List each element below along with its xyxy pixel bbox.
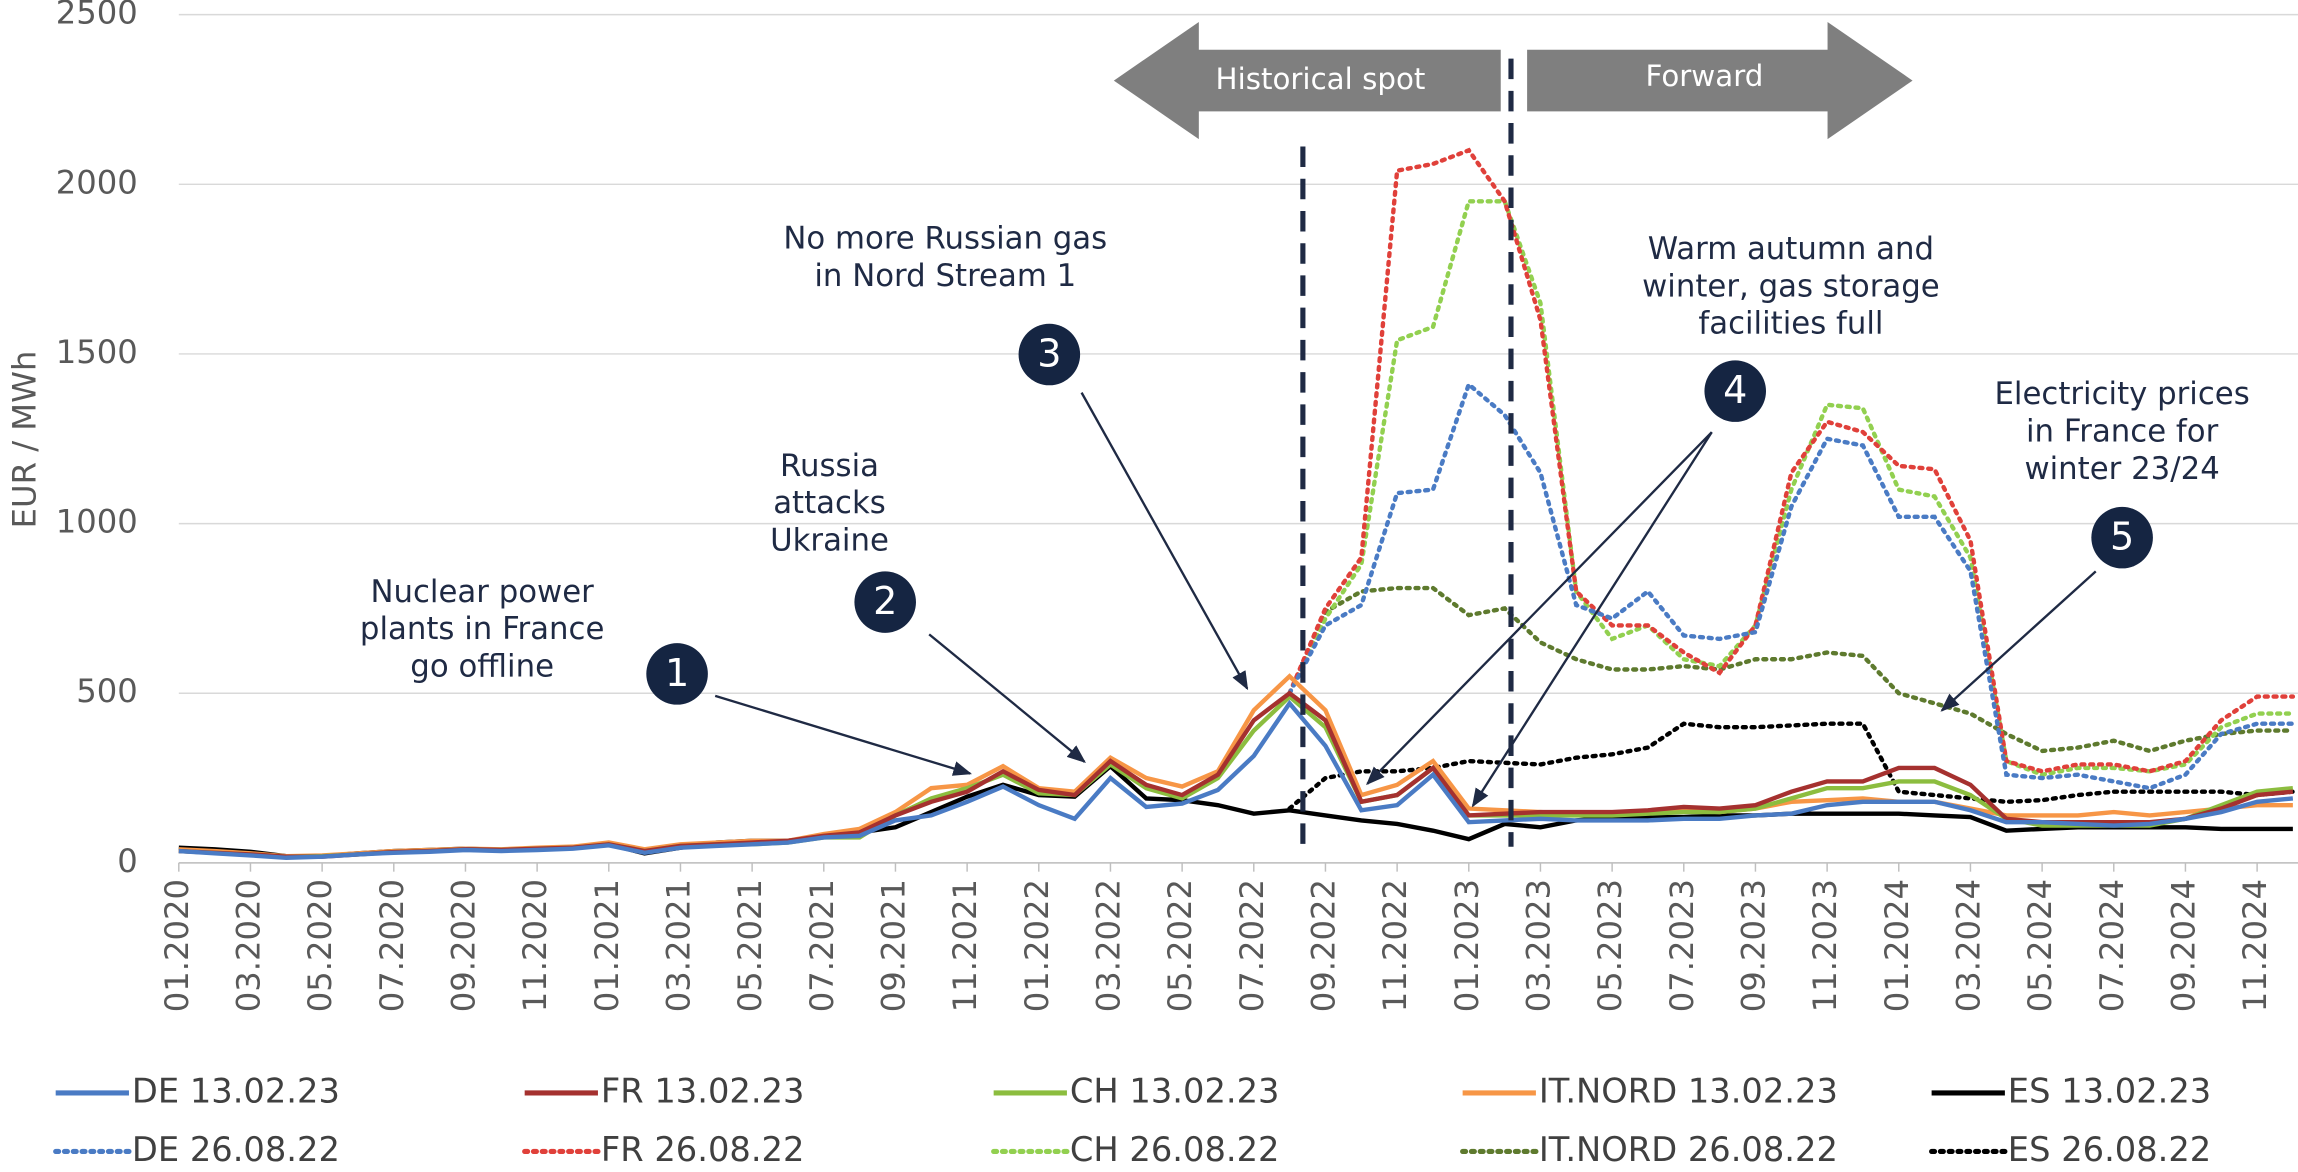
annotation-arrow [1940, 570, 2097, 712]
period-label: Historical spot [1216, 62, 1426, 96]
y-tick-label: 1000 [56, 503, 138, 541]
x-tick-label: 03.2020 [229, 879, 267, 1012]
legend-label: ES 13.02.23 [2008, 1071, 2211, 1110]
annotation-arrow [714, 694, 972, 776]
annotation-text: in France for [2026, 413, 2219, 449]
series-line [178, 699, 2294, 860]
x-tick-label: 05.2023 [1591, 879, 1629, 1012]
x-tick-label: 11.2021 [946, 879, 984, 1012]
y-tick-label: 2500 [56, 0, 138, 32]
period-label: Forward [1646, 59, 1764, 93]
x-tick-label: 07.2021 [803, 879, 841, 1012]
x-tick-label: 09.2024 [2164, 879, 2202, 1012]
series-line [1287, 585, 2296, 754]
x-tick-label: 01.2023 [1448, 879, 1486, 1012]
x-tick-label: 03.2023 [1519, 879, 1557, 1012]
x-tick-label: 11.2020 [516, 879, 554, 1012]
x-tick-label: 09.2023 [1734, 879, 1772, 1012]
annotation-badge [1704, 360, 1767, 422]
x-tick-label: 11.2022 [1376, 879, 1414, 1012]
annotation-text: plants in France [360, 611, 604, 647]
x-tick-label: 09.2020 [444, 879, 482, 1012]
annotation-arrow [1471, 431, 1713, 808]
annotation-text: Electricity prices [1995, 376, 2250, 412]
y-axis-label: EUR / MWh [5, 351, 43, 529]
legend-label: FR 13.02.23 [601, 1071, 805, 1110]
y-tick-label: 0 [117, 842, 138, 880]
x-tick-label: 11.2024 [2236, 879, 2274, 1012]
annotation-number: 2 [873, 579, 897, 623]
annotation-arrow [1080, 392, 1249, 691]
forward-arrow [1527, 21, 1913, 140]
y-tick-label: 500 [76, 672, 138, 710]
legend-label: CH 13.02.23 [1070, 1071, 1280, 1110]
annotation-text: Russia [780, 448, 879, 484]
annotation-badge [1018, 323, 1081, 386]
x-tick-label: 01.2022 [1018, 879, 1056, 1012]
legend-label: DE 26.08.22 [132, 1130, 340, 1169]
x-tick-label: 11.2023 [1806, 879, 1844, 1012]
annotation-text: Ukraine [770, 523, 889, 559]
legend-label: FR 26.08.22 [601, 1130, 805, 1169]
x-tick-label: 07.2023 [1663, 879, 1701, 1012]
series-line [178, 693, 2294, 859]
annotation-badge [646, 643, 708, 705]
x-tick-label: 07.2022 [1233, 879, 1271, 1012]
x-tick-label: 03.2021 [659, 879, 697, 1012]
x-tick-label: 01.2020 [158, 879, 196, 1012]
x-tick-label: 09.2021 [874, 879, 912, 1012]
annotation-text: winter, gas storage [1642, 268, 1940, 304]
series-line [178, 673, 2293, 859]
x-tick-label: 01.2021 [588, 879, 626, 1012]
legend-label: IT.NORD 26.08.22 [1539, 1130, 1838, 1169]
x-tick-label: 03.2022 [1089, 879, 1127, 1012]
y-tick-label: 1500 [56, 333, 138, 371]
annotation-text: attacks [773, 485, 886, 521]
historical-arrow [1113, 21, 1501, 140]
annotation-number: 4 [1723, 368, 1747, 412]
annotation-text: No more Russian gas [783, 221, 1107, 257]
annotation-text: winter 23/24 [2024, 451, 2219, 487]
annotation-text: facilities full [1698, 306, 1883, 342]
x-tick-label: 03.2024 [1949, 879, 1987, 1012]
series-line [1287, 147, 2296, 774]
x-tick-label: 05.2022 [1161, 879, 1199, 1012]
series-line [1287, 199, 2296, 777]
annotation-number: 1 [665, 651, 689, 695]
legend-label: IT.NORD 13.02.23 [1539, 1071, 1838, 1110]
annotation-badge [854, 571, 916, 633]
legend-label: CH 26.08.22 [1070, 1130, 1280, 1169]
x-tick-label: 05.2020 [301, 879, 339, 1012]
legend-label: DE 13.02.23 [132, 1071, 340, 1110]
series-line [1287, 380, 2296, 791]
x-tick-label: 07.2024 [2093, 879, 2131, 1012]
annotation-arrow [1366, 431, 1713, 786]
annotation-text: go offline [410, 649, 554, 685]
annotation-number: 3 [1037, 331, 1061, 375]
series-line [1287, 721, 2296, 811]
annotation-text: Nuclear power [371, 574, 595, 610]
x-tick-label: 09.2022 [1304, 879, 1342, 1012]
x-tick-label: 01.2024 [1878, 879, 1916, 1012]
annotation-text: in Nord Stream 1 [814, 258, 1076, 294]
legend-label: ES 26.08.22 [2008, 1130, 2211, 1169]
x-tick-label: 05.2021 [731, 879, 769, 1012]
x-tick-label: 05.2024 [2021, 879, 2059, 1012]
annotation-arrow [928, 633, 1086, 763]
annotation-text: Warm autumn and [1648, 231, 1934, 267]
x-tick-label: 07.2020 [373, 879, 411, 1012]
annotation-badge [2091, 506, 2153, 569]
annotation-number: 5 [2110, 515, 2134, 559]
y-tick-label: 2000 [56, 163, 138, 201]
